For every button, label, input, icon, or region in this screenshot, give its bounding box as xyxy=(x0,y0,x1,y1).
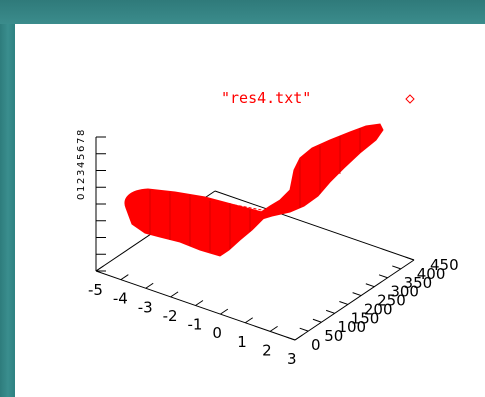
y-tick-mark xyxy=(392,265,401,270)
y-tick-label: 100 xyxy=(337,318,366,336)
z-tick-label: 4 xyxy=(76,162,87,168)
z-tick-label: 0 xyxy=(76,194,87,200)
y-tick-mark xyxy=(378,274,388,279)
surface-left-lobe xyxy=(124,188,265,257)
y-tick-mark xyxy=(325,309,335,314)
x-tick-mark xyxy=(145,282,154,289)
y-tick-label: 0 xyxy=(311,336,321,354)
x-ticks-group: -5 -4 -3 -2 -1 0 1 2 3 xyxy=(88,265,303,368)
y-tick-label: 350 xyxy=(404,274,433,292)
x-tick-label: 1 xyxy=(237,333,247,351)
x-tick-label: -5 xyxy=(88,281,103,299)
y-tick-mark xyxy=(405,256,415,261)
y-tick-label: 400 xyxy=(417,265,446,283)
z-tick-label: 8 xyxy=(76,130,87,136)
y-tick-label: 300 xyxy=(390,283,419,301)
z-tick-label: 1 xyxy=(76,186,87,192)
surface-right-sheet xyxy=(257,123,384,220)
x-tick-label: -3 xyxy=(138,298,153,316)
x-tick-label: 3 xyxy=(287,350,297,368)
x-tick-mark xyxy=(120,274,129,281)
y-tick-mark xyxy=(352,292,362,297)
x-tick-mark xyxy=(244,317,253,324)
x-tick-label: -2 xyxy=(163,307,178,325)
surface-ridge-lines xyxy=(149,128,361,252)
x-tick-label: 2 xyxy=(262,341,272,359)
surface-mesh xyxy=(124,123,384,257)
x-tick-label: -4 xyxy=(113,290,128,308)
x-tick-mark xyxy=(195,300,204,306)
x-tick-mark xyxy=(269,325,278,332)
legend-diamond-marker xyxy=(405,94,415,104)
y-tick-label: 50 xyxy=(324,327,343,345)
x-tick-label: -1 xyxy=(188,316,203,334)
surface-edge-dashes xyxy=(164,191,263,211)
legend-label: "res4.txt" xyxy=(221,89,311,107)
y-tick-mark xyxy=(312,318,322,323)
x-tick-label: 0 xyxy=(212,324,222,342)
window-top-bar xyxy=(0,0,485,24)
z-tick-label: 3 xyxy=(76,170,87,176)
y-tick-mark xyxy=(286,336,296,341)
y-axis-line xyxy=(294,259,415,341)
y-tick-label: 200 xyxy=(364,300,393,318)
z-tick-label: 6 xyxy=(76,146,87,152)
z-tick-label: 7 xyxy=(76,138,87,144)
y-tick-mark xyxy=(339,301,349,305)
z-ticks-group: 0 1 2 3 4 5 6 7 8 xyxy=(76,130,106,272)
back-floor-line-2 xyxy=(214,190,415,261)
x-tick-mark xyxy=(220,308,229,315)
z-tick-label: 5 xyxy=(76,154,87,160)
y-tick-mark xyxy=(365,283,375,288)
y-tick-mark xyxy=(299,327,309,332)
x-tick-mark xyxy=(294,334,303,341)
x-tick-mark xyxy=(95,265,104,272)
x-tick-mark xyxy=(170,291,179,298)
y-tick-label: 450 xyxy=(430,256,459,274)
y-tick-label: 150 xyxy=(351,309,380,327)
y-tick-label: 250 xyxy=(377,292,406,310)
z-tick-label: 2 xyxy=(76,178,87,184)
